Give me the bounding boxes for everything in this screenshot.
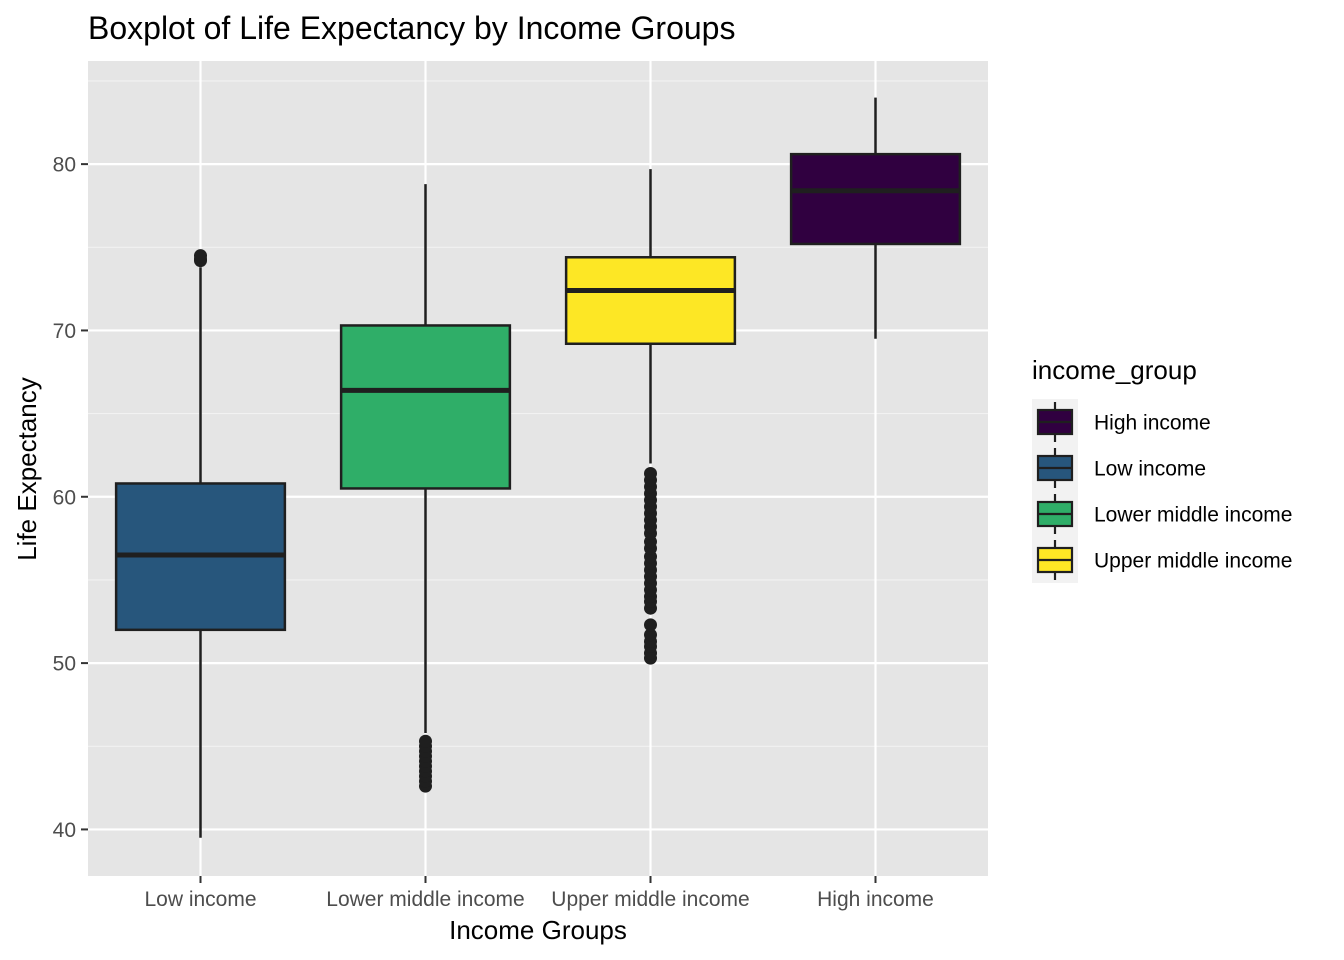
legend: income_group High income Low income Lower … xyxy=(1032,355,1292,583)
boxes xyxy=(114,97,962,838)
chart-title: Boxplot of Life Expectancy by Income Gro… xyxy=(88,10,735,46)
legend-entry-upper-middle-income: Upper middle income xyxy=(1036,540,1292,580)
legend-label: Lower middle income xyxy=(1094,504,1292,527)
outlier-point xyxy=(194,249,207,263)
x-axis-title: Income Groups xyxy=(449,915,627,945)
x-axis: Low income Lower middle income Upper middl… xyxy=(144,876,934,911)
legend-entry-high-income: High income xyxy=(1036,402,1211,442)
y-tick-label: 40 xyxy=(53,819,76,842)
box xyxy=(789,152,962,246)
y-tick-label: 70 xyxy=(53,320,76,343)
x-tick-label: Low income xyxy=(144,888,256,911)
legend-label: High income xyxy=(1094,412,1211,435)
legend-title: income_group xyxy=(1032,355,1197,385)
y-tick-label: 80 xyxy=(53,154,76,177)
legend-label: Upper middle income xyxy=(1094,550,1292,573)
outlier-point xyxy=(644,628,657,642)
x-tick-label: High income xyxy=(817,888,934,911)
legend-entry-low-income: Low income xyxy=(1036,448,1206,488)
y-tick-label: 50 xyxy=(53,653,76,676)
y-tick-label: 60 xyxy=(53,486,76,509)
box-group-upper-middle-income xyxy=(564,169,737,665)
box-group-high-income xyxy=(789,97,962,339)
legend-label: Low income xyxy=(1094,458,1206,481)
x-tick-label: Upper middle income xyxy=(551,888,749,911)
x-tick-label: Lower middle income xyxy=(326,888,524,911)
box xyxy=(564,256,737,346)
box xyxy=(339,324,512,490)
outlier-point xyxy=(419,734,432,748)
box-group-low-income xyxy=(114,249,287,838)
legend-entry-lower-middle-income: Lower middle income xyxy=(1036,494,1292,534)
box-group-lower-middle-income xyxy=(339,184,512,793)
y-axis-title: Life Expectancy xyxy=(12,377,42,561)
outlier-point xyxy=(644,618,657,632)
y-axis: 40 50 60 70 80 xyxy=(53,154,88,842)
outlier-point xyxy=(644,466,657,480)
